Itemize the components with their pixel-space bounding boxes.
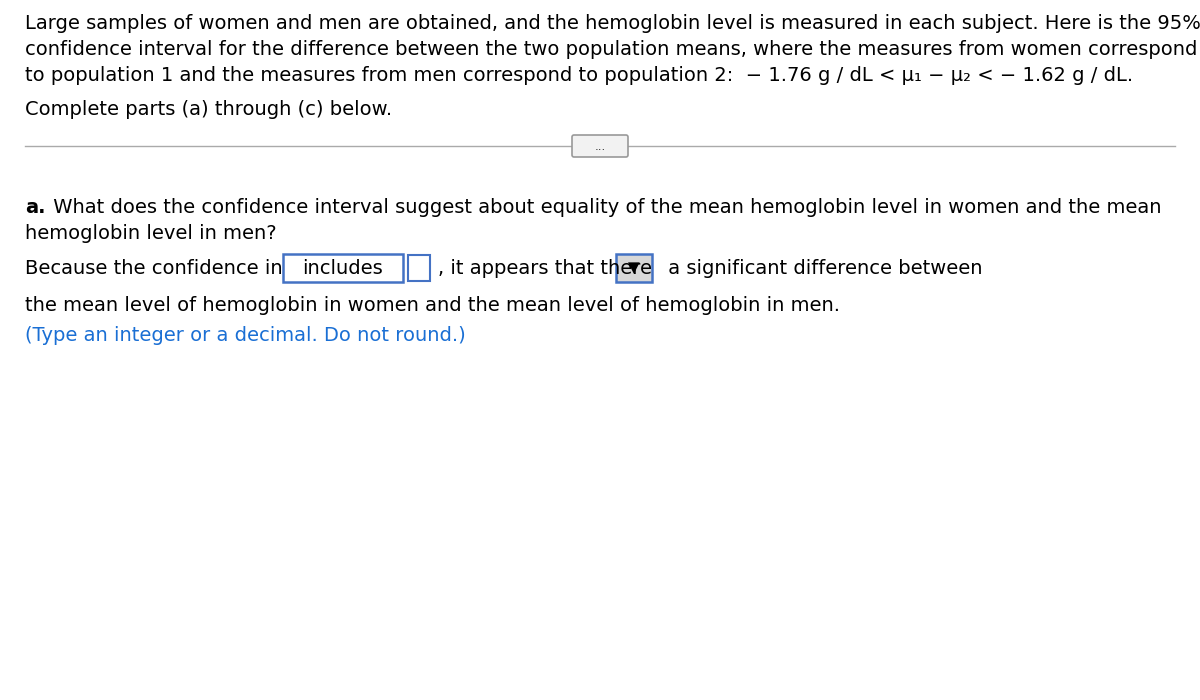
Text: ...: ...	[594, 139, 606, 153]
Text: ▼: ▼	[628, 260, 640, 276]
Text: confidence interval for the difference between the two population means, where t: confidence interval for the difference b…	[25, 40, 1198, 59]
Text: (Type an integer or a decimal. Do not round.): (Type an integer or a decimal. Do not ro…	[25, 326, 466, 345]
FancyBboxPatch shape	[572, 135, 628, 157]
Text: hemoglobin level in men?: hemoglobin level in men?	[25, 224, 277, 243]
Text: includes: includes	[302, 258, 383, 277]
Text: Because the confidence interval: Because the confidence interval	[25, 258, 340, 277]
FancyBboxPatch shape	[283, 254, 403, 282]
Text: Large samples of women and men are obtained, and the hemoglobin level is measure: Large samples of women and men are obtai…	[25, 14, 1200, 33]
Text: the mean level of hemoglobin in women and the mean level of hemoglobin in men.: the mean level of hemoglobin in women an…	[25, 296, 840, 315]
Text: What does the confidence interval suggest about equality of the mean hemoglobin : What does the confidence interval sugges…	[47, 198, 1162, 217]
FancyBboxPatch shape	[616, 254, 652, 282]
Text: a.: a.	[25, 198, 46, 217]
Text: Complete parts (a) through (c) below.: Complete parts (a) through (c) below.	[25, 100, 392, 119]
Text: to population 1 and the measures from men correspond to population 2:  − 1.76 g : to population 1 and the measures from me…	[25, 66, 1133, 85]
FancyBboxPatch shape	[408, 255, 430, 281]
Text: , it appears that there: , it appears that there	[438, 258, 652, 277]
Text: a significant difference between: a significant difference between	[662, 258, 983, 277]
